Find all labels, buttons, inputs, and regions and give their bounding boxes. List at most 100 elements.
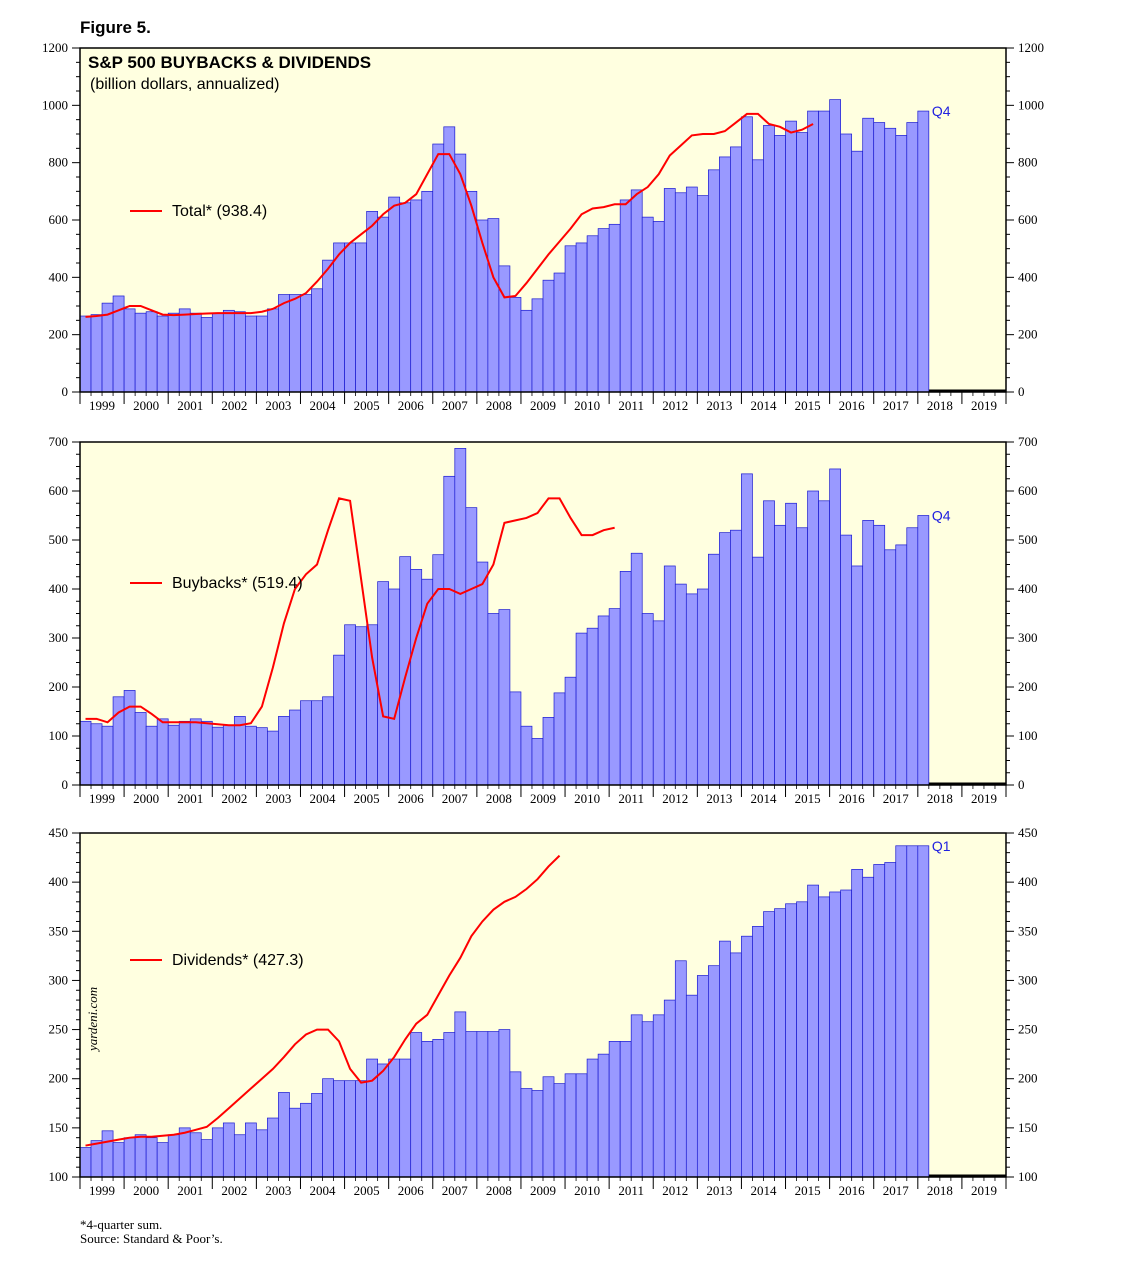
bar	[156, 1142, 169, 1178]
bar	[619, 571, 632, 786]
bar	[818, 110, 830, 393]
bar	[311, 700, 323, 786]
bar	[509, 297, 522, 393]
y-tick-label-right: 800	[1018, 155, 1038, 170]
bar	[730, 146, 742, 393]
bar	[189, 312, 202, 393]
bar	[663, 999, 676, 1178]
bar	[322, 1078, 334, 1178]
bar	[575, 632, 588, 786]
figure-label: Figure 5.	[80, 18, 151, 37]
bar	[873, 122, 886, 393]
bar	[278, 294, 290, 393]
y-tick-label-right: 0	[1018, 384, 1025, 399]
bar	[167, 1134, 180, 1178]
y-tick-label-right: 600	[1018, 483, 1038, 498]
bar	[796, 527, 808, 786]
bar	[465, 507, 478, 786]
bar	[200, 720, 213, 786]
bar	[388, 588, 401, 786]
bar	[630, 1014, 643, 1178]
x-tick-label: 1999	[89, 791, 115, 806]
bar	[498, 609, 511, 786]
x-tick-label: 2009	[530, 791, 556, 806]
bar	[674, 192, 687, 393]
bar	[807, 110, 819, 393]
quarter-label: Q4	[932, 103, 951, 119]
bar	[388, 196, 401, 393]
y-tick-label-left: 100	[49, 1169, 69, 1184]
y-tick-label-right: 200	[1018, 1071, 1038, 1086]
bar	[487, 1031, 500, 1178]
bar	[685, 994, 698, 1178]
x-tick-label: 2011	[618, 791, 644, 806]
legend-label: Buybacks* (519.4)	[172, 575, 303, 592]
bar	[652, 620, 665, 786]
footnote: *4-quarter sum.	[80, 1217, 163, 1232]
bar	[311, 1093, 323, 1178]
bar	[333, 242, 345, 393]
bar	[741, 116, 753, 393]
y-tick-label-left: 350	[49, 923, 69, 938]
bar	[498, 265, 511, 393]
bar	[267, 308, 279, 393]
x-tick-label: 2007	[442, 1183, 469, 1198]
bar	[575, 1073, 588, 1178]
x-tick-label: 2002	[221, 398, 247, 413]
bar	[906, 122, 919, 393]
bar	[542, 279, 555, 393]
bar	[454, 153, 467, 393]
bar	[741, 473, 753, 786]
x-tick-label: 2002	[221, 791, 247, 806]
bar	[300, 1102, 312, 1178]
bar	[90, 723, 103, 786]
bar	[586, 627, 599, 786]
y-tick-label-left: 1200	[42, 40, 68, 55]
x-tick-label: 2017	[883, 398, 910, 413]
bar	[674, 583, 687, 786]
x-tick-label: 2008	[486, 791, 512, 806]
x-tick-label: 2013	[706, 791, 732, 806]
bar	[818, 500, 830, 786]
bar	[774, 524, 786, 786]
y-tick-label-right: 400	[1018, 581, 1038, 596]
x-tick-label: 2018	[927, 1183, 953, 1198]
bar	[796, 132, 808, 393]
bar	[696, 195, 709, 393]
bar	[278, 1092, 290, 1178]
bar	[829, 468, 841, 786]
bar	[608, 608, 621, 786]
bar	[145, 1137, 158, 1178]
x-tick-label: 2016	[839, 791, 866, 806]
bar	[708, 553, 720, 786]
x-tick-label: 2003	[265, 791, 291, 806]
bar	[685, 186, 698, 393]
x-tick-label: 2010	[574, 1183, 600, 1198]
bar	[377, 1063, 390, 1178]
x-tick-label: 2000	[133, 791, 159, 806]
bar	[608, 1041, 621, 1178]
quarter-label: Q1	[932, 838, 951, 854]
y-tick-label-left: 600	[49, 483, 69, 498]
bar	[222, 309, 235, 393]
bar	[300, 700, 312, 786]
bar	[840, 889, 853, 1178]
x-tick-label: 2017	[883, 1183, 910, 1198]
bar	[289, 709, 301, 786]
bar	[134, 312, 147, 393]
x-tick-label: 2002	[221, 1183, 247, 1198]
bar	[796, 901, 808, 1178]
bar	[741, 935, 753, 1178]
y-tick-label-right: 200	[1018, 679, 1038, 694]
x-tick-label: 2001	[177, 398, 203, 413]
x-tick-label: 2003	[265, 1183, 291, 1198]
source-note: Source: Standard & Poor’s.	[80, 1231, 223, 1246]
bar	[178, 720, 191, 786]
y-tick-label-right: 600	[1018, 212, 1038, 227]
bar	[245, 1122, 257, 1178]
bar	[410, 199, 423, 393]
bar	[663, 565, 676, 786]
bar	[344, 1080, 356, 1178]
bar	[366, 624, 378, 786]
bar	[807, 884, 819, 1178]
